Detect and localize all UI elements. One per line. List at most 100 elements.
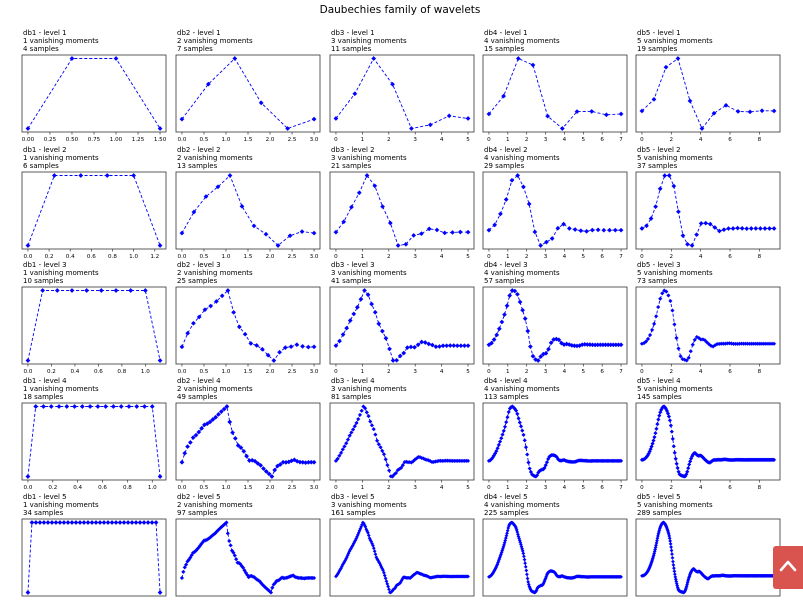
data-point bbox=[454, 343, 460, 349]
x-tick-label: 0 bbox=[640, 369, 644, 375]
data-point bbox=[282, 345, 288, 351]
data-point bbox=[504, 419, 509, 425]
data-point bbox=[181, 569, 186, 575]
panel-subtitle: 3 vanishing moments bbox=[331, 37, 407, 45]
data-point bbox=[78, 173, 84, 178]
panel-subtitle: 5 vanishing moments bbox=[637, 37, 713, 45]
data-point bbox=[660, 291, 665, 296]
data-point bbox=[651, 96, 657, 102]
data-point bbox=[69, 56, 75, 61]
x-tick-label: 6 bbox=[600, 254, 604, 260]
data-point bbox=[241, 448, 247, 454]
x-tick-label: 1 bbox=[506, 369, 510, 375]
data-point bbox=[344, 441, 349, 446]
x-tick-label: 1.5 bbox=[244, 369, 253, 375]
data-point bbox=[657, 186, 663, 192]
panel-subtitle: 2 vanishing moments bbox=[177, 37, 253, 45]
data-point bbox=[723, 102, 729, 108]
x-tick-label: 4 bbox=[699, 369, 703, 375]
panel-subtitle: 1 vanishing moments bbox=[23, 501, 99, 509]
data-point bbox=[527, 466, 532, 471]
data-point bbox=[311, 116, 317, 122]
x-tick-label: 2 bbox=[670, 137, 674, 143]
scroll-to-top-button[interactable] bbox=[773, 546, 803, 589]
data-point bbox=[369, 301, 375, 307]
panel-subtitle: 2 vanishing moments bbox=[177, 269, 253, 277]
data-point bbox=[69, 520, 75, 525]
data-point bbox=[521, 432, 526, 438]
panel-title: db1 - level 4 bbox=[23, 377, 67, 385]
data-point bbox=[735, 108, 741, 114]
data-point bbox=[375, 438, 380, 443]
x-tick-label: 2.0 bbox=[266, 254, 275, 260]
data-point bbox=[572, 227, 578, 232]
data-point bbox=[498, 211, 503, 217]
x-tick-label: 2.0 bbox=[266, 485, 275, 491]
data-point bbox=[654, 541, 659, 545]
data-point bbox=[258, 100, 264, 106]
plot-frame bbox=[175, 54, 321, 133]
data-point bbox=[670, 555, 675, 560]
data-point bbox=[203, 194, 209, 199]
data-point bbox=[412, 344, 417, 350]
data-point bbox=[707, 221, 713, 227]
data-point bbox=[721, 227, 727, 233]
data-point bbox=[496, 326, 502, 332]
data-point bbox=[224, 404, 230, 409]
x-tick-label: 0 bbox=[487, 369, 491, 375]
data-point bbox=[618, 458, 624, 463]
figure-title: Daubechies family of wavelets bbox=[320, 4, 481, 16]
data-point bbox=[261, 466, 266, 471]
x-tick-label: 1.0 bbox=[222, 137, 231, 143]
data-point bbox=[400, 463, 405, 468]
data-point bbox=[227, 173, 233, 178]
data-point bbox=[618, 342, 624, 348]
plot-frame bbox=[635, 171, 781, 250]
data-point bbox=[41, 520, 47, 525]
panel-title: db3 - level 5 bbox=[331, 493, 375, 501]
x-tick-label: 4 bbox=[563, 137, 567, 143]
data-point bbox=[753, 226, 759, 231]
x-tick-label: 0.2 bbox=[45, 254, 54, 260]
data-point bbox=[668, 423, 673, 428]
x-tick-label: 1.2 bbox=[150, 254, 159, 260]
data-point bbox=[426, 341, 432, 347]
data-point bbox=[525, 452, 530, 457]
data-point bbox=[546, 346, 551, 352]
x-tick-label: 0.6 bbox=[98, 485, 107, 491]
x-tick-label: 6 bbox=[600, 369, 604, 375]
data-point bbox=[685, 469, 690, 474]
data-point bbox=[433, 344, 439, 350]
data-point bbox=[726, 226, 731, 231]
x-tick-label: 1 bbox=[506, 137, 510, 143]
x-tick-label: 1 bbox=[361, 254, 365, 260]
data-point bbox=[311, 459, 317, 465]
data-point bbox=[393, 470, 399, 476]
data-point bbox=[670, 552, 674, 557]
panel-samples-label: 37 samples bbox=[637, 162, 678, 170]
data-point bbox=[345, 437, 351, 442]
x-tick-label: 0.8 bbox=[108, 254, 117, 260]
data-point bbox=[652, 321, 657, 326]
panel-subtitle: 5 vanishing moments bbox=[637, 154, 713, 162]
panel-subtitle: 2 vanishing moments bbox=[177, 154, 253, 162]
data-point bbox=[40, 288, 46, 293]
data-point bbox=[126, 404, 132, 409]
data-point bbox=[401, 350, 407, 356]
panel-samples-label: 49 samples bbox=[177, 393, 218, 401]
data-point bbox=[654, 314, 659, 319]
series-line bbox=[27, 58, 161, 129]
data-point bbox=[607, 227, 612, 233]
data-point bbox=[434, 227, 440, 233]
x-tick-label: 3 bbox=[413, 485, 417, 491]
data-point bbox=[668, 298, 673, 304]
data-point bbox=[380, 448, 385, 453]
data-point bbox=[650, 441, 655, 446]
x-tick-label: 3 bbox=[413, 369, 417, 375]
data-point bbox=[368, 419, 373, 424]
data-point bbox=[81, 520, 87, 525]
data-point bbox=[685, 580, 690, 585]
